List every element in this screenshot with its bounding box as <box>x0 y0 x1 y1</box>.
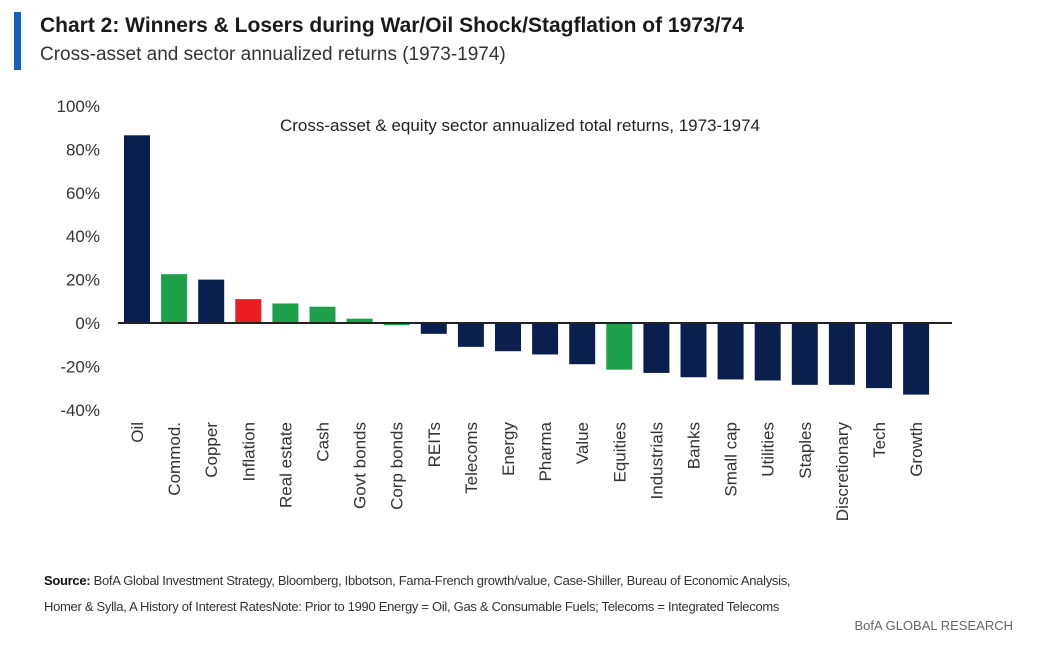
x-tick-label: Pharma <box>536 421 555 481</box>
header-accent-bar <box>14 12 21 70</box>
x-tick-label: Energy <box>499 422 518 476</box>
bar-industrials <box>643 323 670 373</box>
x-tick-label: Tech <box>870 422 889 458</box>
x-tick-label: Inflation <box>239 422 258 482</box>
y-tick-label: 100% <box>57 97 100 116</box>
bar-commod <box>161 274 188 323</box>
bar-oil <box>124 135 150 323</box>
source-note: Source: BofA Global Investment Strategy,… <box>44 568 791 620</box>
y-tick-label: 60% <box>66 184 100 203</box>
x-tick-label: Value <box>573 422 592 464</box>
y-tick-label: -40% <box>60 401 100 420</box>
bar-reits <box>420 323 447 334</box>
x-tick-label: REITs <box>425 422 444 467</box>
x-tick-label: Banks <box>685 422 704 469</box>
bar-staples <box>791 323 818 385</box>
x-tick-label: Growth <box>907 422 926 477</box>
plot-title: Cross-asset & equity sector annualized t… <box>280 116 760 135</box>
x-tick-label: Copper <box>202 422 221 478</box>
x-tick-label: Real estate <box>276 422 295 508</box>
bar-energy <box>495 323 521 352</box>
bar-real-estate <box>272 303 299 323</box>
x-tick-label: Discretionary <box>833 422 852 522</box>
x-tick-label: Cash <box>314 422 333 462</box>
bar-govt-bonds <box>346 318 373 323</box>
source-text: BofA Global Investment Strategy, Bloombe… <box>93 573 791 588</box>
x-tick-label: Oil <box>128 422 147 443</box>
chart-title: Chart 2: Winners & Losers during War/Oil… <box>40 14 744 37</box>
y-tick-label: -20% <box>60 357 100 376</box>
bar-pharma <box>532 323 559 355</box>
y-tick-label: 80% <box>66 140 100 159</box>
bar-value <box>569 323 596 365</box>
bar-banks <box>680 323 707 378</box>
y-tick-label: 0% <box>75 314 100 333</box>
x-tick-label: Telecoms <box>462 422 481 494</box>
x-tick-label: Staples <box>796 422 815 479</box>
bar-telecoms <box>457 323 484 347</box>
x-tick-label: Equities <box>610 422 629 482</box>
x-tick-label: Small cap <box>722 422 741 497</box>
x-tick-label: Utilities <box>759 422 778 477</box>
bar-inflation <box>235 299 262 323</box>
source-text-2: Homer & Sylla, A History of Interest Rat… <box>44 599 780 614</box>
y-tick-label: 40% <box>66 227 100 246</box>
x-tick-label: Corp bonds <box>388 422 407 510</box>
bar-utilities <box>754 323 781 381</box>
x-tick-label: Commod. <box>165 422 184 496</box>
bar-equities <box>606 323 633 370</box>
bar-discretionary <box>828 323 855 385</box>
bar-cash <box>309 306 336 323</box>
source-label: Source: <box>44 573 91 588</box>
bar-small-cap <box>717 323 744 380</box>
brand-label: BofA GLOBAL RESEARCH <box>854 618 1013 633</box>
y-tick-label: 20% <box>66 271 100 290</box>
x-tick-label: Industrials <box>647 422 666 499</box>
x-tick-label: Govt bonds <box>351 422 370 509</box>
chart-subtitle: Cross-asset and sector annualized return… <box>40 44 506 65</box>
bar-copper <box>198 279 225 323</box>
bar-corp-bonds <box>383 323 410 326</box>
bar-growth <box>903 323 930 395</box>
bar-tech <box>866 323 892 389</box>
